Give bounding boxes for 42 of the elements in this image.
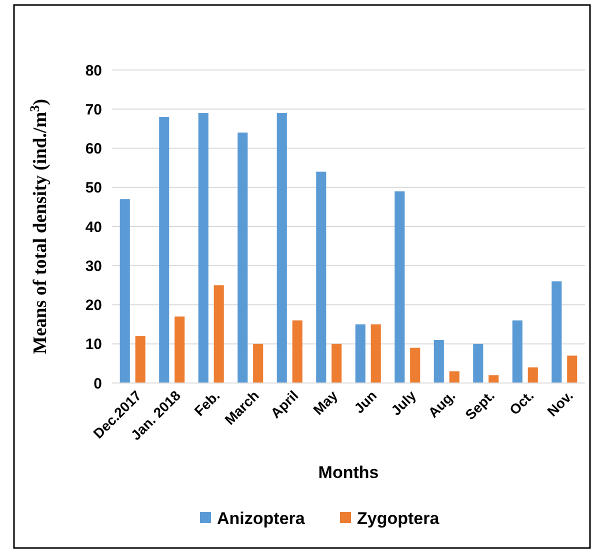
bar xyxy=(159,116,170,383)
x-tick-label: Feb. xyxy=(191,387,223,419)
x-tick-label: May xyxy=(310,387,341,418)
bar xyxy=(316,172,326,383)
y-tick-label: 80 xyxy=(85,62,102,80)
legend-label: Anizoptera xyxy=(217,508,306,528)
y-tick-label: 10 xyxy=(85,336,102,354)
y-tick-label: 40 xyxy=(85,218,102,236)
bar xyxy=(276,113,287,383)
bar xyxy=(174,316,185,383)
bar xyxy=(473,344,484,383)
bar xyxy=(434,340,444,383)
bar xyxy=(238,132,248,383)
y-tick-label: 70 xyxy=(85,101,102,118)
bar xyxy=(552,281,562,383)
y-tick-label: 20 xyxy=(85,297,102,314)
bar xyxy=(198,113,208,383)
bar xyxy=(332,344,342,383)
bar xyxy=(410,348,420,383)
bar xyxy=(355,324,366,383)
bar xyxy=(370,324,381,383)
bar xyxy=(292,320,302,383)
x-axis-title: Months xyxy=(318,463,379,482)
y-tick-label: 50 xyxy=(85,180,102,197)
x-tick-label: Jun xyxy=(350,387,380,416)
bar xyxy=(449,371,460,383)
bar xyxy=(214,285,224,383)
bar xyxy=(488,375,499,383)
bar xyxy=(512,320,522,383)
bar xyxy=(567,356,578,383)
bar xyxy=(120,199,130,383)
y-tick-label: 60 xyxy=(85,140,102,158)
bar xyxy=(135,336,146,383)
legend-label: Zygoptera xyxy=(357,508,440,528)
bar xyxy=(253,344,264,383)
y-tick-label: 30 xyxy=(85,258,102,275)
x-tick-label: July xyxy=(388,387,420,418)
x-tick-label: Nov. xyxy=(544,387,576,420)
y-tick-label: 0 xyxy=(94,375,102,392)
bar xyxy=(528,367,538,383)
x-tick-label: Oct. xyxy=(506,387,537,418)
bar xyxy=(394,191,405,383)
